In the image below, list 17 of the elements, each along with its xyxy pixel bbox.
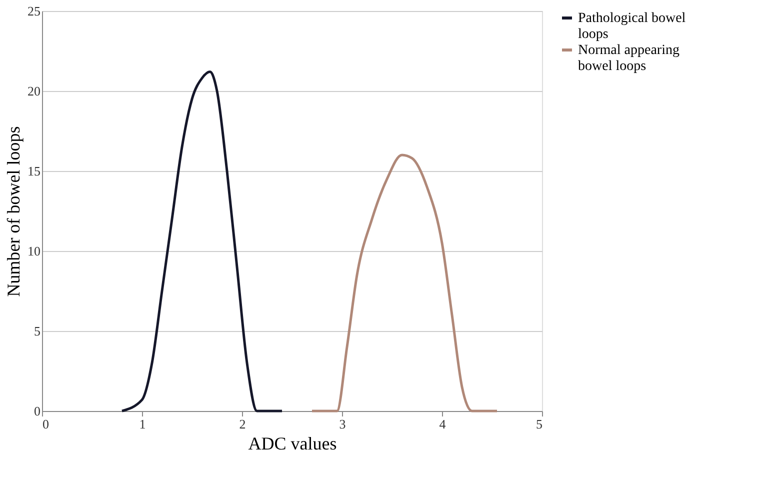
legend-label: Normal appearing bowel loops bbox=[578, 43, 680, 74]
y-axis-title: Number of bowel loops bbox=[4, 126, 24, 297]
y-tick-label: 20 bbox=[28, 84, 40, 98]
x-tick-label: 4 bbox=[439, 416, 446, 432]
x-axis-title: ADC values bbox=[248, 434, 337, 454]
x-tick-label: 1 bbox=[139, 416, 146, 432]
legend-label: Pathological bowel loops bbox=[578, 11, 686, 42]
x-tick-label: 2 bbox=[239, 416, 246, 432]
y-tick-label: 15 bbox=[28, 164, 40, 178]
line-series bbox=[310, 154, 498, 412]
x-tick-label: 5 bbox=[536, 416, 542, 432]
x-tick-label: 3 bbox=[339, 416, 346, 432]
y-tick-label: 5 bbox=[34, 324, 40, 338]
y-tick-label: 0 bbox=[34, 404, 40, 418]
y-tick-label: 10 bbox=[28, 244, 40, 258]
y-tick-label: 25 bbox=[28, 4, 40, 18]
line-series bbox=[120, 70, 284, 412]
